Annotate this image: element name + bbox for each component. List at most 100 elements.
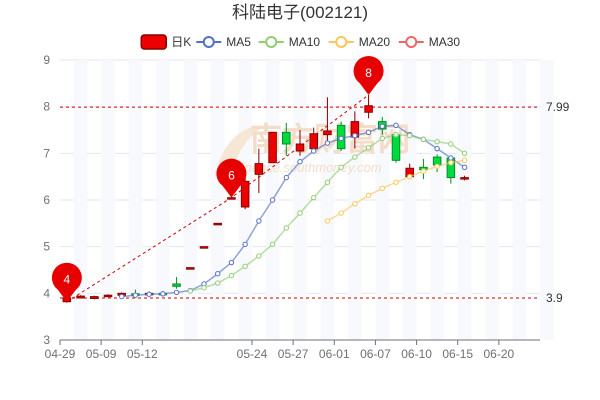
- ma10-point: [187, 288, 193, 294]
- grid-band: [402, 60, 417, 340]
- ma10-point: [338, 164, 344, 171]
- legend-label: MA20: [359, 35, 391, 49]
- grid-band: [430, 60, 444, 340]
- grid-band: [101, 60, 115, 340]
- y-tick-label: 3: [43, 333, 50, 347]
- x-tick-label: 06-15: [442, 347, 473, 361]
- line-circle-icon: [335, 36, 348, 48]
- pin-marker-icon: [51, 262, 82, 302]
- x-axis: 04-29 05-09 05-12 05-24 05-27 06-01 06-07 06-10…: [45, 339, 540, 361]
- ma5-point: [311, 148, 317, 154]
- candle-body: [323, 130, 332, 136]
- legend: 日K MA5 MA10 MA20 MA30: [140, 34, 460, 50]
- x-tick-label: 05-27: [278, 347, 309, 361]
- ma5-point: [160, 291, 166, 297]
- candle-body: [76, 295, 85, 299]
- ma5-point: [283, 174, 289, 181]
- pin-marker-icon: [216, 158, 247, 198]
- x-tick-label: 04-29: [45, 347, 76, 361]
- grid-band: [540, 60, 554, 340]
- x-tick-label: 06-20: [484, 347, 515, 361]
- ma10-point: [420, 136, 427, 143]
- x-tick-label: 05-09: [86, 347, 117, 361]
- grid-band: [512, 60, 527, 340]
- x-tick-label: 05-12: [127, 347, 158, 361]
- pin-marker: 8: [353, 56, 384, 95]
- ma10-point: [379, 135, 385, 142]
- ma10-point: [256, 253, 262, 259]
- legend-label: MA10: [289, 35, 321, 49]
- pin-marker-label: 8: [365, 66, 372, 80]
- ma10-point: [365, 145, 372, 151]
- ma10-point: [324, 179, 331, 185]
- ma20-point: [434, 163, 440, 170]
- ma10-point: [461, 150, 468, 157]
- candle-body: [391, 134, 401, 161]
- ma10-point: [448, 141, 454, 147]
- legend-item: MA10: [258, 35, 321, 49]
- grid-band: [293, 60, 307, 340]
- ma5-point: [379, 123, 385, 129]
- ma20-point: [461, 157, 468, 164]
- ma20-point: [393, 179, 399, 185]
- pin-marker: 4: [51, 262, 82, 302]
- ma5-point: [256, 218, 262, 224]
- candle-body: [186, 267, 195, 270]
- ma10-point: [215, 280, 221, 286]
- candle-body: [199, 246, 209, 249]
- y-tick-label: 7: [43, 146, 50, 160]
- ma20-point: [324, 218, 331, 224]
- x-tick-label: 05-24: [237, 347, 268, 361]
- ma5-point: [434, 145, 440, 152]
- ma20-point: [448, 159, 454, 166]
- ma5-point: [242, 241, 248, 248]
- candle-icon: [140, 34, 167, 50]
- candle-body: [213, 222, 222, 226]
- y-tick-label: 6: [43, 193, 50, 207]
- ma5-point: [269, 197, 276, 203]
- ma10-point: [352, 154, 358, 160]
- y-axis: 3 4 5 6 7 8 9: [43, 53, 50, 347]
- candle-body: [268, 131, 277, 164]
- pin-marker-label: 4: [64, 273, 71, 287]
- y-tick-label: 4: [43, 286, 50, 300]
- ma5-point: [146, 291, 152, 297]
- ma5-point: [338, 135, 344, 142]
- legend-item: MA30: [398, 35, 460, 49]
- x-tick-label: 06-07: [360, 347, 391, 361]
- ma10-point: [407, 132, 413, 139]
- markers: 4 6 8: [51, 56, 384, 302]
- grid-band: [485, 60, 499, 340]
- y-tick-label: 5: [43, 240, 50, 254]
- ma10-point: [311, 194, 317, 201]
- reference-line-label: 7.99: [546, 100, 570, 114]
- ma20-point: [365, 192, 372, 199]
- legend-item: MA5: [196, 35, 251, 49]
- candle-body: [172, 283, 181, 287]
- pin-marker-icon: [353, 56, 384, 95]
- grid-band: [183, 60, 198, 340]
- ma5-point: [365, 129, 372, 136]
- reference-lines: 7.99 3.9: [60, 94, 570, 305]
- candle-body: [364, 105, 373, 113]
- y-tick-label: 9: [43, 53, 50, 67]
- ma10-point: [228, 272, 235, 279]
- grid-band: [320, 60, 335, 340]
- ma5-point: [448, 155, 454, 161]
- line-circle-icon: [265, 36, 278, 48]
- candle-body: [103, 294, 113, 298]
- reference-line-label: 3.9: [546, 291, 563, 305]
- y-tick-label: 8: [43, 100, 50, 114]
- line-circle-icon: [202, 36, 215, 48]
- ma5-point: [215, 271, 221, 277]
- ma20-point: [352, 201, 358, 207]
- ma20-point: [379, 185, 385, 192]
- ma5-point: [393, 122, 399, 129]
- ma5-point: [173, 289, 180, 296]
- legend-item: MA20: [328, 35, 391, 49]
- grid-band: [156, 60, 170, 340]
- ma5-point: [297, 159, 303, 165]
- ma20-point: [407, 173, 413, 180]
- ma5-point: [228, 259, 235, 266]
